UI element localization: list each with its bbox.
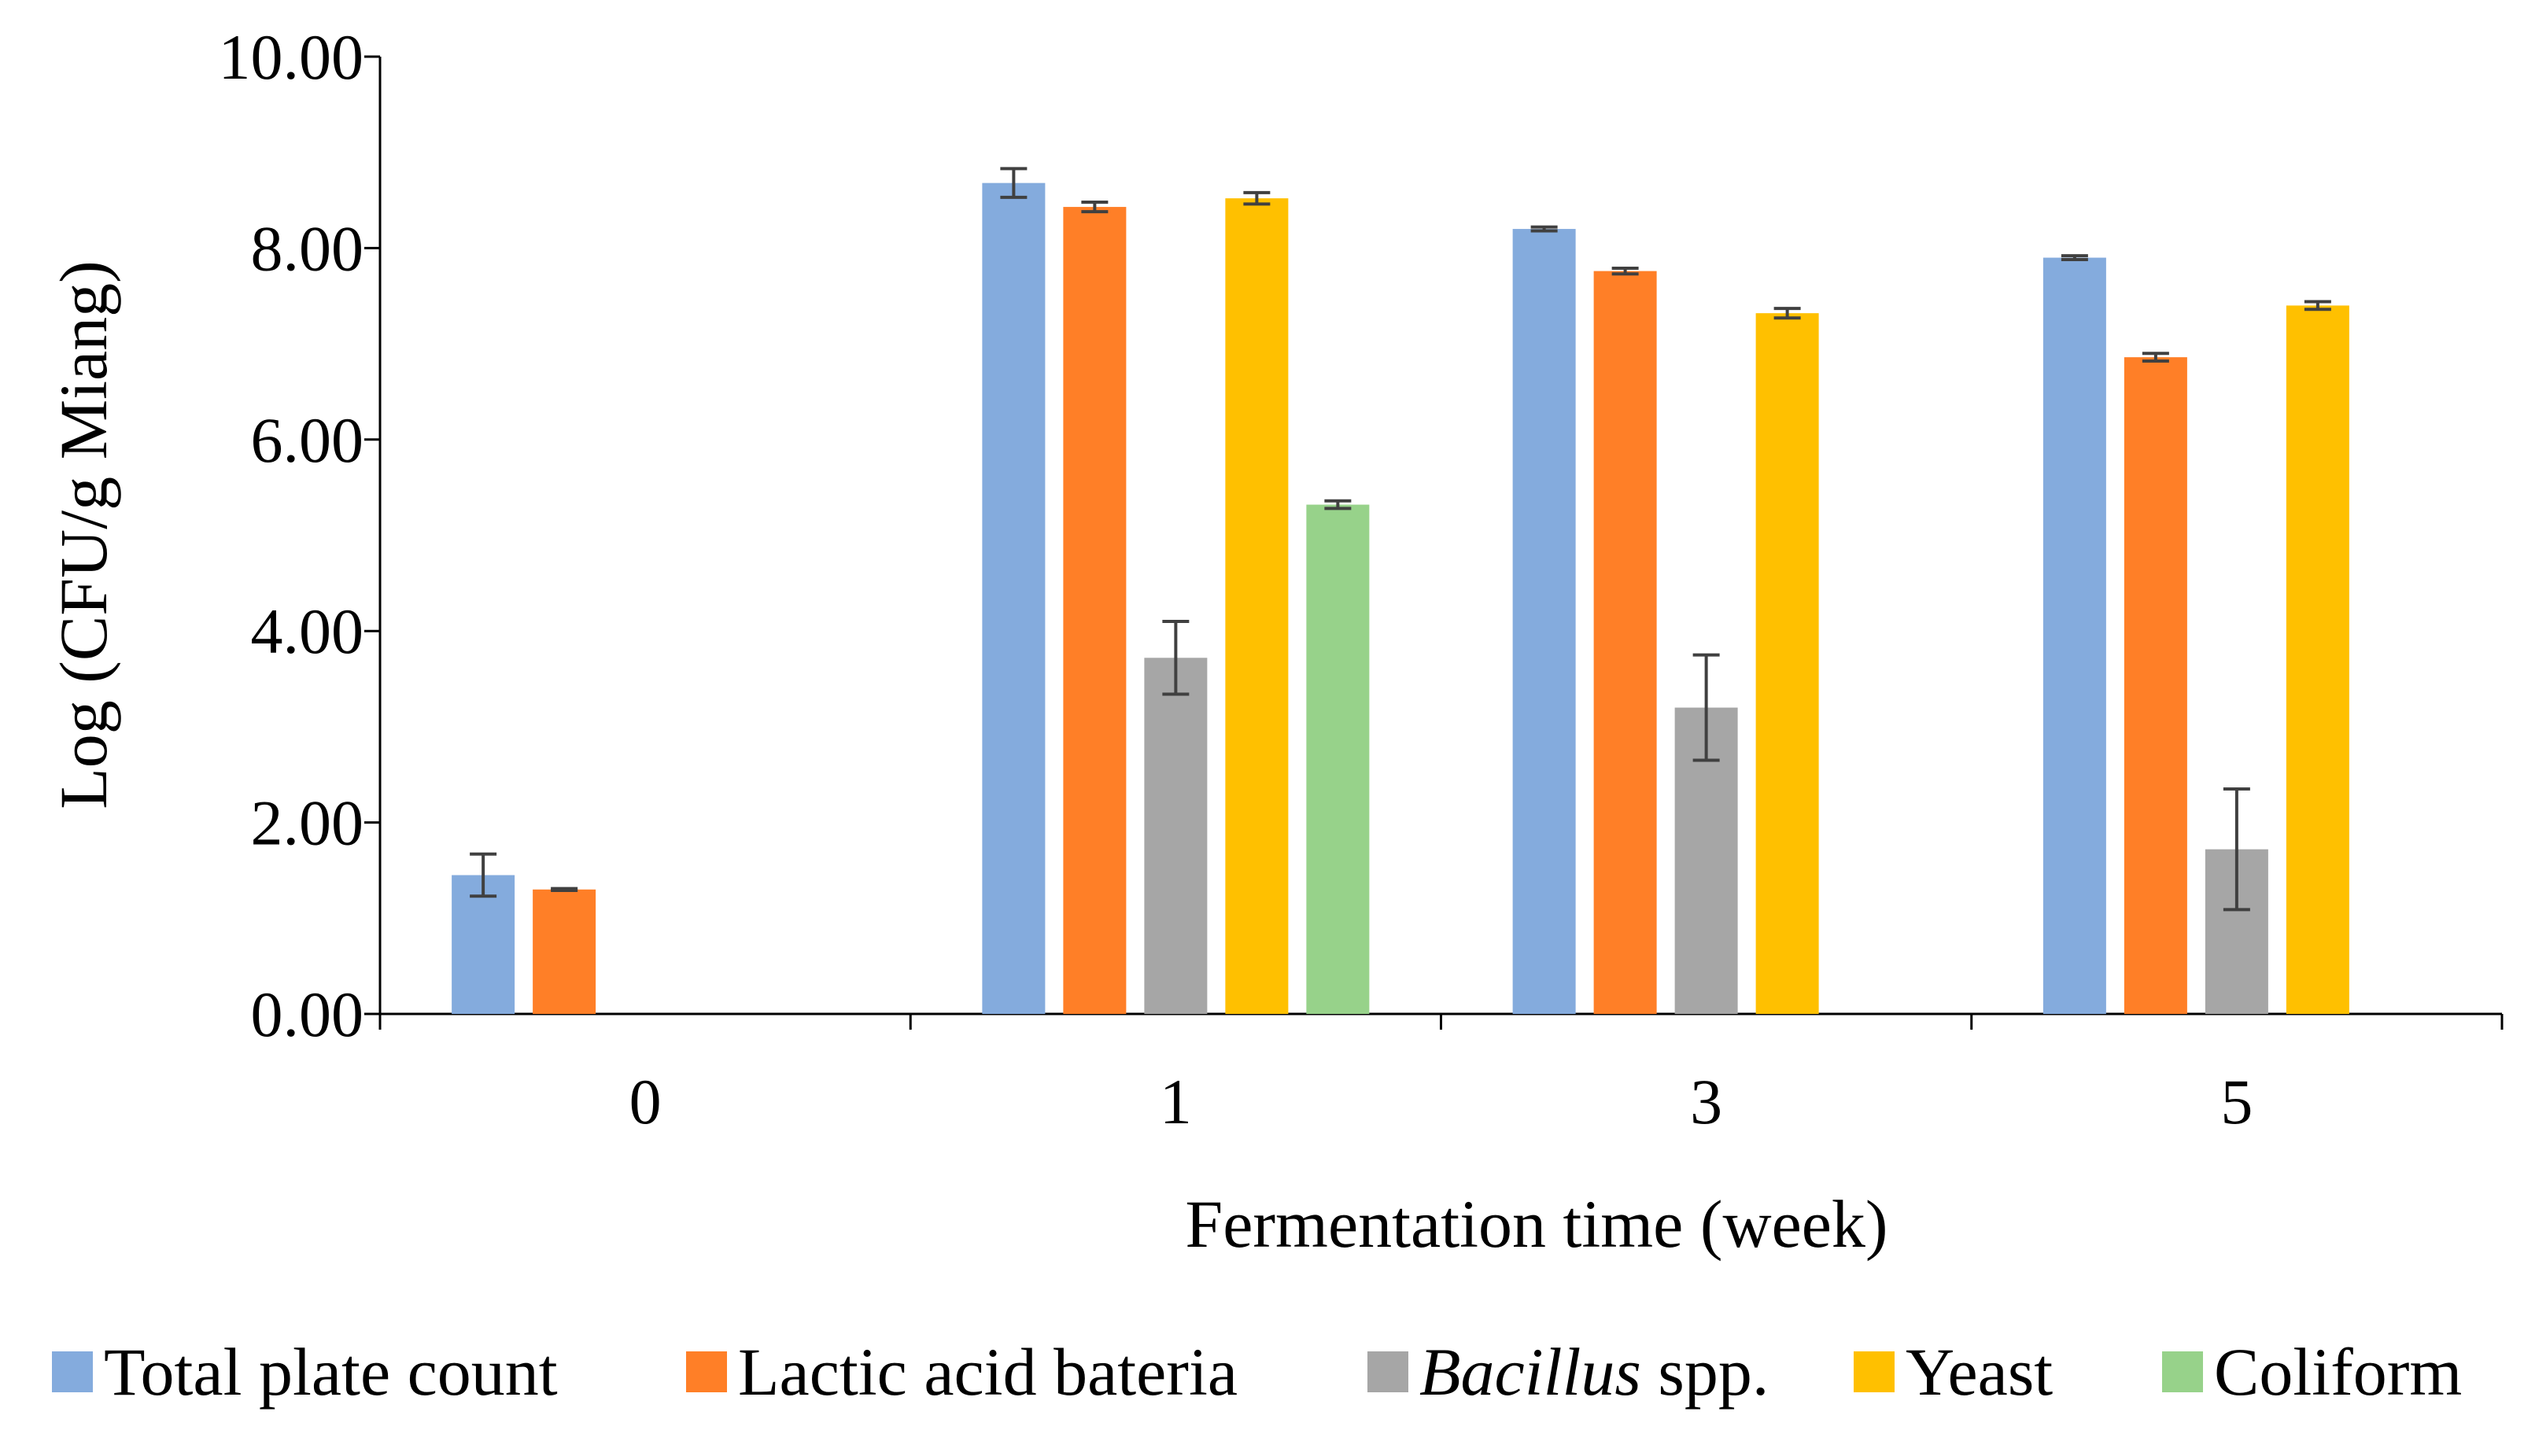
x-tick-label: 5: [2220, 1066, 2253, 1137]
legend-label: Yeast: [1906, 1334, 2053, 1410]
y-axis-title: Log (CFU/g Miang): [46, 260, 121, 809]
y-tick-label: 0.00: [251, 979, 364, 1050]
x-tick-label: 0: [629, 1066, 662, 1137]
bar: [1755, 313, 1819, 1014]
bar: [533, 889, 596, 1014]
y-tick-label: 2.00: [251, 787, 364, 859]
bar: [2042, 257, 2106, 1014]
bar: [1593, 271, 1657, 1014]
legend: Total plate count Lactic acid bateria Baci…: [52, 1334, 2462, 1410]
legend-label: Total plate count: [104, 1334, 558, 1410]
y-tick-label: 4.00: [251, 595, 364, 667]
x-axis-title: Fermentation time (week): [1185, 1186, 1887, 1262]
bar: [1225, 198, 1289, 1015]
bar: [982, 182, 1046, 1014]
y-tick-label: 10.00: [219, 21, 364, 93]
legend-label: Bacillus spp.: [1419, 1334, 1769, 1410]
bar: [1512, 229, 1576, 1014]
legend-label: Lactic acid bateria: [738, 1334, 1238, 1410]
y-ticks: 0.00 2.00 4.00 6.00 8.00 10.00: [219, 21, 380, 1050]
legend-label: Coliform: [2214, 1334, 2462, 1410]
y-tick-label: 6.00: [251, 404, 364, 476]
bar: [2286, 305, 2349, 1014]
bar: [1063, 207, 1127, 1015]
legend-swatch: [52, 1351, 93, 1392]
bar: [2124, 357, 2187, 1014]
y-tick-label: 8.00: [251, 212, 364, 284]
x-tick-label: 1: [1160, 1066, 1192, 1137]
legend-swatch: [1854, 1351, 1895, 1392]
error-bars: [470, 167, 2331, 912]
legend-swatch: [2162, 1351, 2203, 1392]
x-ticks: 0 1 3 5: [378, 1014, 2504, 1137]
legend-swatch: [1367, 1351, 1408, 1392]
bar: [1306, 504, 1370, 1014]
bar: [452, 875, 515, 1014]
bar: [1144, 658, 1208, 1014]
bars: [452, 182, 2349, 1015]
x-tick-label: 3: [1690, 1066, 1722, 1137]
legend-swatch: [686, 1351, 727, 1392]
